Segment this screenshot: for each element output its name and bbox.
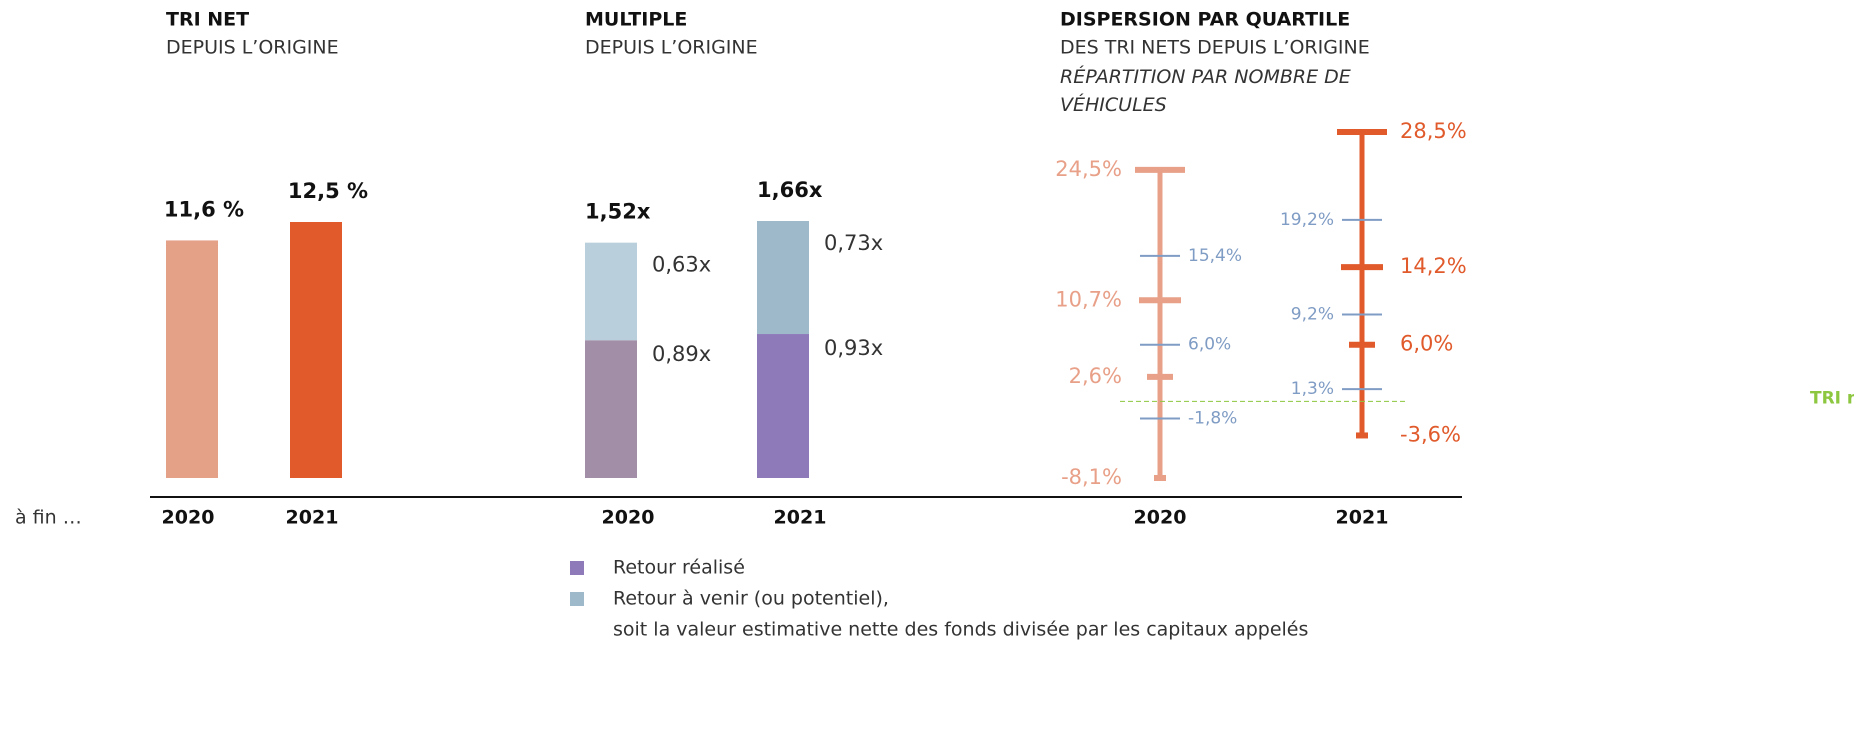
- panel-title: TRI NET: [166, 9, 249, 31]
- value-label: 0,73x: [824, 231, 883, 255]
- x-tick-label: 2020: [602, 507, 655, 529]
- value-label: 9,2%: [1291, 304, 1334, 324]
- value-label: -3,6%: [1400, 422, 1461, 446]
- x-tick-label: 2020: [1134, 507, 1187, 529]
- total-label: 1,52x: [585, 200, 651, 224]
- panel-title: MULTIPLE: [585, 9, 687, 31]
- value-label: 24,5%: [1055, 157, 1122, 181]
- legend-swatch: [570, 592, 584, 606]
- panel-title: DISPERSION PAR QUARTILE: [1060, 9, 1350, 31]
- legend-swatch: [570, 561, 584, 575]
- panel-subtitle: DEPUIS L’ORIGINE: [166, 37, 339, 59]
- panel-subtitle: DEPUIS L’ORIGINE: [585, 37, 758, 59]
- bar-segment: [757, 334, 809, 478]
- value-label: 19,2%: [1280, 210, 1334, 230]
- value-label: 1,3%: [1291, 379, 1334, 399]
- bar: [166, 240, 218, 478]
- x-tick-label: 2020: [162, 507, 215, 529]
- bar-segment: [757, 221, 809, 335]
- value-label: 28,5%: [1400, 119, 1467, 143]
- bar-segment: [585, 242, 637, 341]
- value-label: 12,5 %: [288, 179, 368, 203]
- value-label: 0,93x: [824, 336, 883, 360]
- total-label: 1,66x: [757, 178, 823, 202]
- legend-note: soit la valeur estimative nette des fond…: [613, 619, 1308, 641]
- value-label: 6,0%: [1400, 332, 1453, 356]
- value-label: 15,4%: [1188, 246, 1242, 266]
- value-label: 11,6 %: [164, 197, 244, 221]
- x-tick-label: 2021: [286, 507, 339, 529]
- x-axis-label: à fin …: [15, 507, 82, 529]
- bar-segment: [585, 340, 637, 478]
- x-tick-label: 2021: [774, 507, 827, 529]
- value-label: 0,63x: [652, 253, 711, 277]
- value-label: 0,89x: [652, 342, 711, 366]
- legend-label: Retour réalisé: [613, 557, 745, 579]
- value-label: 14,2%: [1400, 254, 1467, 278]
- value-label: 10,7%: [1055, 287, 1122, 311]
- value-label: 2,6%: [1069, 364, 1122, 388]
- subtitle-italic: RÉPARTITION PAR NOMBRE DE VÉHICULES: [1060, 66, 1351, 116]
- bar: [290, 222, 342, 478]
- reference-label: TRI nul: [1810, 388, 1854, 408]
- legend-label: Retour à venir (ou potentiel),: [613, 588, 889, 610]
- value-label: -1,8%: [1188, 408, 1237, 428]
- value-label: 6,0%: [1188, 335, 1231, 355]
- value-label: -8,1%: [1061, 465, 1122, 489]
- panel-subtitle: DES TRI NETS DEPUIS L’ORIGINE: [1060, 37, 1370, 59]
- x-tick-label: 2021: [1336, 507, 1389, 529]
